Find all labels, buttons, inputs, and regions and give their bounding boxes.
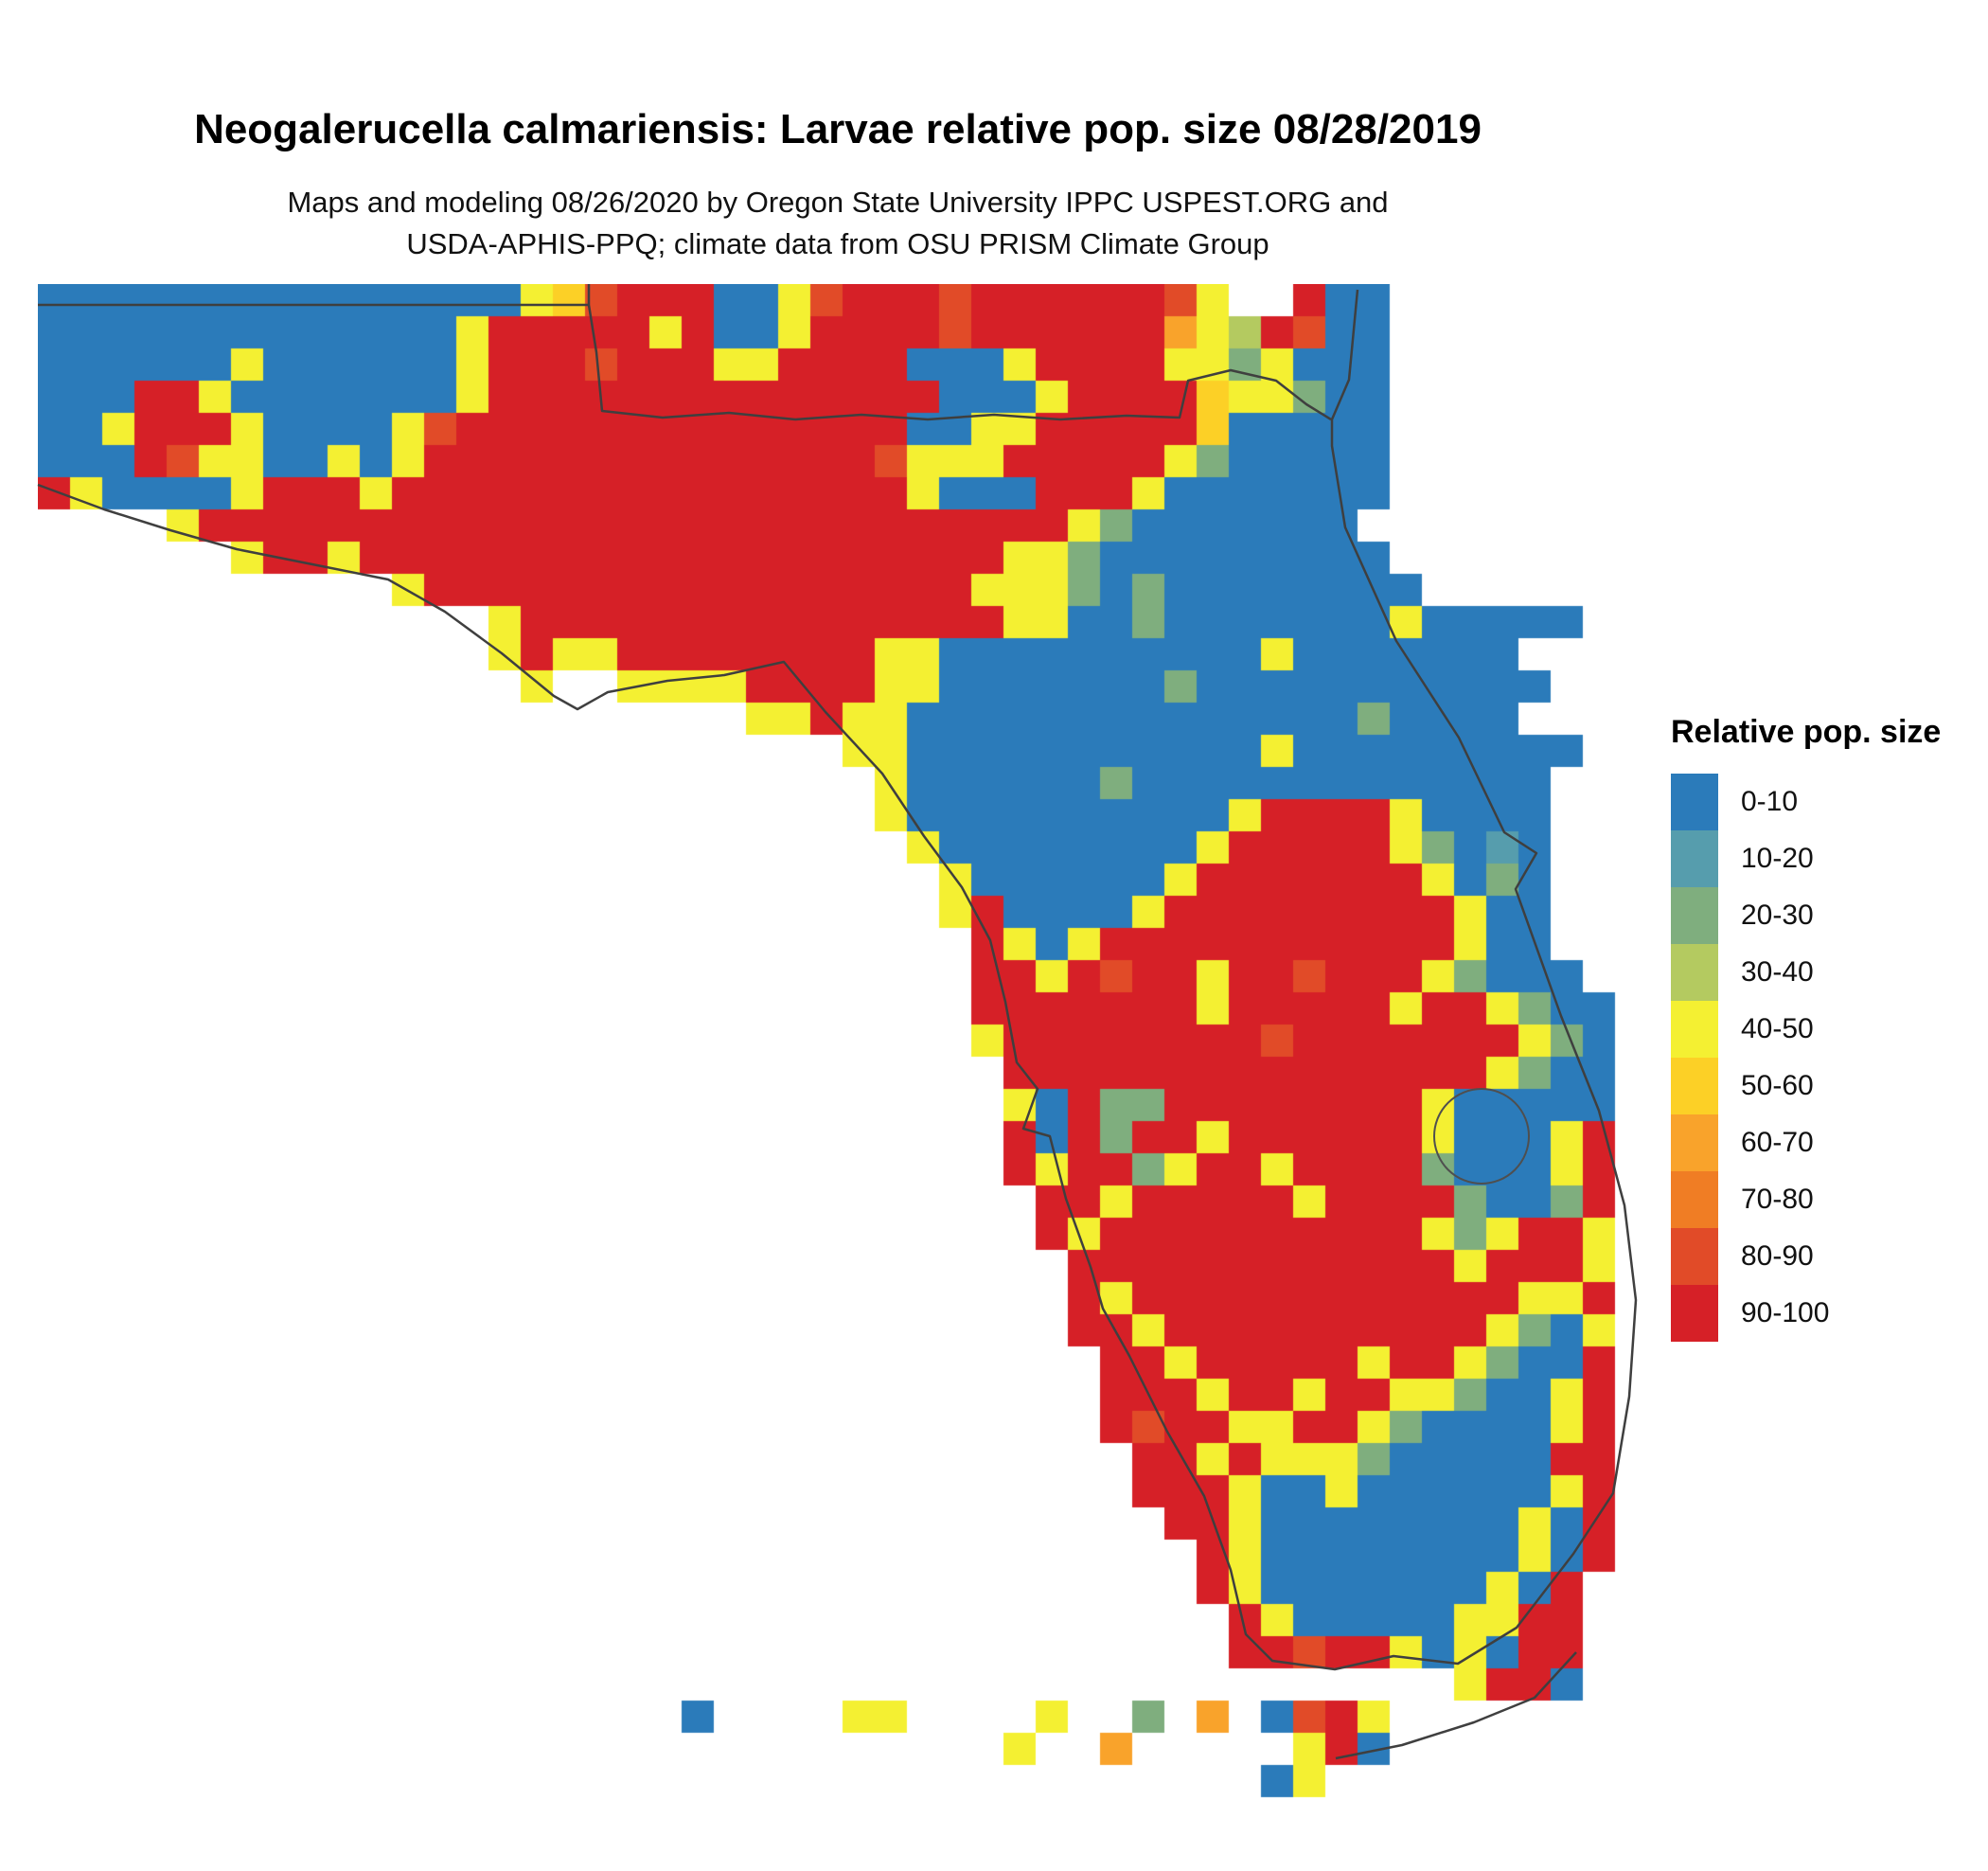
legend-bin-label: 60-70 — [1741, 1127, 1814, 1158]
legend: Relative pop. size 0-10 10-20 20-30 30-40 40… — [1671, 714, 1941, 1342]
legend-color-swatch — [1671, 1001, 1718, 1058]
legend-bin-label: 10-20 — [1741, 843, 1814, 874]
legend-bin-label: 20-30 — [1741, 900, 1814, 931]
legend-bin-row: 40-50 — [1671, 1001, 1941, 1058]
legend-bin-row: 60-70 — [1671, 1114, 1941, 1171]
legend-color-swatch — [1671, 830, 1718, 887]
legend-bin-row: 0-10 — [1671, 774, 1941, 830]
legend-bin-row: 70-80 — [1671, 1171, 1941, 1228]
legend-color-swatch — [1671, 1114, 1718, 1171]
subtitle-line-1: Maps and modeling 08/26/2020 by Oregon S… — [287, 186, 1389, 219]
legend-color-swatch — [1671, 1058, 1718, 1114]
legend-bin-label: 90-100 — [1741, 1297, 1830, 1328]
legend-color-swatch — [1671, 944, 1718, 1001]
legend-bin-label: 70-80 — [1741, 1184, 1814, 1215]
legend-color-swatch — [1671, 1171, 1718, 1228]
legend-bin-label: 30-40 — [1741, 956, 1814, 988]
legend-title: Relative pop. size — [1671, 714, 1942, 750]
legend-bin-label: 40-50 — [1741, 1013, 1814, 1044]
legend-color-swatch — [1671, 1228, 1718, 1285]
legend-bin-row: 30-40 — [1671, 944, 1941, 1001]
legend-bin-row: 20-30 — [1671, 887, 1941, 944]
florida-raster-map — [38, 284, 1647, 1829]
legend-bin-row: 10-20 — [1671, 830, 1941, 887]
legend-bins: 0-10 10-20 20-30 30-40 40-50 50-60 60-70 70-80 8… — [1671, 774, 1941, 1342]
legend-color-swatch — [1671, 774, 1718, 830]
legend-color-swatch — [1671, 1285, 1718, 1342]
legend-bin-label: 80-90 — [1741, 1240, 1814, 1272]
legend-bin-row: 90-100 — [1671, 1285, 1941, 1342]
map-title: Neogalerucella calmariensis: Larvae rela… — [194, 106, 1482, 152]
subtitle-line-2: USDA-APHIS-PPQ; climate data from OSU PR… — [406, 227, 1269, 260]
legend-bin-label: 0-10 — [1741, 786, 1799, 817]
legend-color-swatch — [1671, 887, 1718, 944]
map-subtitle: Maps and modeling 08/26/2020 by Oregon S… — [0, 182, 1676, 265]
legend-bin-row: 50-60 — [1671, 1058, 1941, 1114]
legend-bin-label: 50-60 — [1741, 1070, 1814, 1101]
legend-bin-row: 80-90 — [1671, 1228, 1941, 1285]
